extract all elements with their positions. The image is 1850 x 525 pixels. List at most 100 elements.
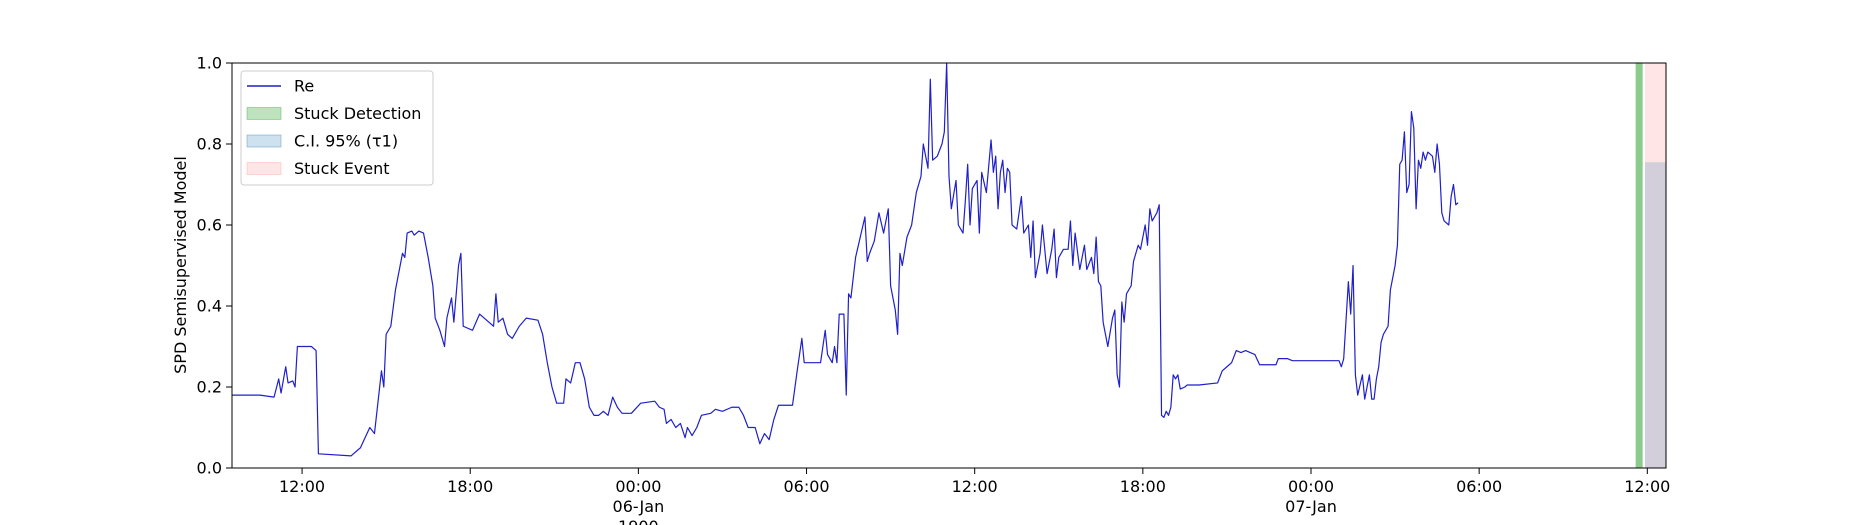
data-point xyxy=(675,427,676,428)
data-point xyxy=(453,322,454,323)
data-point xyxy=(1416,208,1417,209)
data-point xyxy=(1032,220,1033,221)
data-point xyxy=(1187,384,1188,385)
data-point xyxy=(976,180,977,181)
data-point xyxy=(769,439,770,440)
data-point xyxy=(1408,184,1409,185)
data-point xyxy=(472,330,473,331)
data-point xyxy=(920,176,921,177)
data-point xyxy=(432,285,433,286)
data-point xyxy=(1348,281,1349,282)
data-point xyxy=(1163,417,1164,418)
data-point xyxy=(1054,228,1055,229)
data-point xyxy=(280,392,281,393)
data-point xyxy=(1217,382,1218,383)
data-point xyxy=(640,403,641,404)
data-point xyxy=(1453,184,1454,185)
data-point xyxy=(495,293,496,294)
data-point xyxy=(850,297,851,298)
data-point xyxy=(1021,196,1022,197)
data-point xyxy=(832,362,833,363)
data-point xyxy=(1173,374,1174,375)
data-point xyxy=(1411,111,1412,112)
data-point xyxy=(1373,399,1374,400)
data-point xyxy=(547,362,548,363)
data-point xyxy=(691,435,692,436)
data-point xyxy=(1420,168,1421,169)
data-point xyxy=(607,415,608,416)
data-point xyxy=(1145,224,1146,225)
data-point xyxy=(1364,399,1365,400)
span-c-i-95-1 xyxy=(1644,162,1666,468)
data-point xyxy=(390,326,391,327)
data-point xyxy=(1168,415,1169,416)
data-point xyxy=(715,409,716,410)
data-point xyxy=(318,453,319,454)
data-point xyxy=(311,346,312,347)
data-point xyxy=(869,253,870,254)
data-point xyxy=(696,427,697,428)
data-point xyxy=(1002,160,1003,161)
x-tick-label: 00:00 07-Jan xyxy=(1285,477,1337,516)
data-point xyxy=(1114,309,1115,310)
data-point xyxy=(570,382,571,383)
data-point xyxy=(565,378,566,379)
data-point xyxy=(1159,204,1160,205)
data-point xyxy=(1448,224,1449,225)
data-point xyxy=(1240,352,1241,353)
legend-label: Re xyxy=(294,77,314,96)
data-point xyxy=(930,79,931,80)
data-point xyxy=(1180,388,1181,389)
data-point xyxy=(1131,285,1132,286)
data-point xyxy=(542,334,543,335)
legend-item-c-i-95-1: C.I. 95% (τ1) xyxy=(246,132,398,151)
spans-layer xyxy=(1635,63,1666,468)
data-point xyxy=(839,314,840,315)
data-point xyxy=(287,382,288,383)
data-point xyxy=(593,415,594,416)
x-tick-label: 18:00 xyxy=(447,477,493,496)
data-point xyxy=(404,257,405,258)
y-tick-label: 0.6 xyxy=(197,216,222,235)
data-point xyxy=(948,176,949,177)
span-stuck-event xyxy=(1644,63,1666,468)
data-point xyxy=(855,257,856,258)
data-point xyxy=(1404,131,1405,132)
data-point xyxy=(1343,358,1344,359)
data-point xyxy=(916,192,917,193)
data-point xyxy=(801,338,802,339)
data-point xyxy=(937,156,938,157)
y-tick-label: 0.0 xyxy=(197,459,222,478)
data-point xyxy=(407,233,408,234)
data-point xyxy=(612,397,613,398)
data-point xyxy=(563,403,564,404)
data-point xyxy=(778,405,779,406)
data-point xyxy=(797,370,798,371)
data-point xyxy=(888,208,889,209)
data-point xyxy=(1362,374,1363,375)
data-point xyxy=(1035,277,1036,278)
data-point xyxy=(1093,273,1094,274)
legend-item-stuck-event: Stuck Event xyxy=(246,159,390,178)
data-point xyxy=(836,362,837,363)
data-point xyxy=(1406,192,1407,193)
data-point xyxy=(1399,164,1400,165)
data-point xyxy=(1028,224,1029,225)
data-point xyxy=(1357,395,1358,396)
data-point xyxy=(488,322,489,323)
y-tick-label: 0.4 xyxy=(197,297,222,316)
data-point xyxy=(351,455,352,456)
data-point xyxy=(537,320,538,321)
data-point xyxy=(1063,249,1064,250)
data-point xyxy=(990,139,991,140)
data-point xyxy=(498,322,499,323)
data-point xyxy=(932,160,933,161)
data-point xyxy=(897,334,898,335)
legend: Re Stuck Detection C.I. 95% (τ1) Stuck Even… xyxy=(240,70,434,186)
x-tick-label: 18:00 xyxy=(1120,477,1166,496)
data-point xyxy=(846,395,847,396)
data-point xyxy=(1350,314,1351,315)
data-point xyxy=(743,415,744,416)
data-point xyxy=(955,180,956,181)
data-point xyxy=(1413,127,1414,128)
